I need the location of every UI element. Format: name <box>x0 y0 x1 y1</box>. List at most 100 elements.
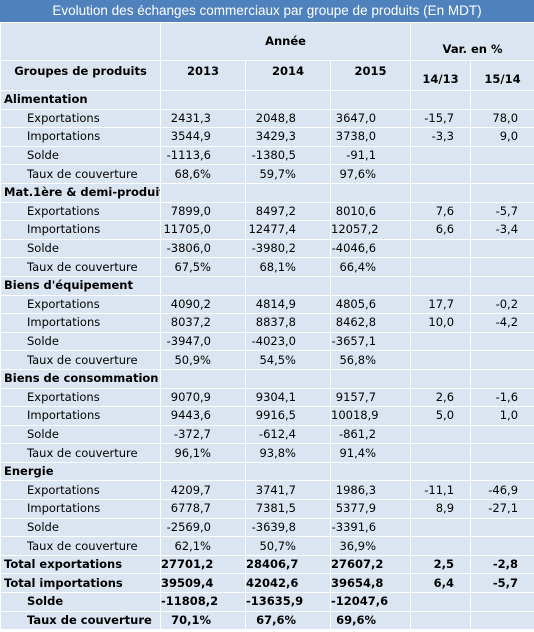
value-cell: -4,2 <box>470 313 534 333</box>
value-cell: -3980,2 <box>245 238 331 259</box>
table-row: Importations 8037,2 8837,8 8462,8 10,0 -4,2 <box>0 313 534 333</box>
value-cell: 50,7% <box>245 536 331 556</box>
table-row: Total exportations 27701,2 28406,7 27607,2 2… <box>0 554 534 575</box>
row-label: Exportations <box>0 201 161 222</box>
empty-cell <box>329 90 412 110</box>
table-row: Exportations 4090,2 4814,9 4805,6 17,7 -0,2 <box>0 294 534 315</box>
table-row: Importations 11705,0 12477,4 12057,2 6,6 -3,4 <box>0 220 534 240</box>
table-row: Total importations 39509,4 42042,6 39654,8 6… <box>0 573 534 594</box>
row-label: Importations <box>0 406 161 426</box>
empty-cell <box>470 443 534 463</box>
value-cell: -5,7 <box>470 201 534 222</box>
trade-table: Année Var. en % Groupes de produits 2013 20… <box>0 22 534 631</box>
table-row: Importations 6778,7 7381,5 5377,9 8,9 -27,1 <box>0 499 534 519</box>
empty-cell <box>470 368 534 389</box>
empty-cell <box>470 331 534 352</box>
empty-cell <box>410 275 472 296</box>
empty-cell <box>245 275 331 296</box>
value-cell: -0,2 <box>470 294 534 315</box>
value-cell: 9916,5 <box>245 406 331 426</box>
group-label: Biens de consommation <box>0 368 161 389</box>
empty-cell <box>160 275 246 296</box>
row-label: Solde <box>0 145 161 166</box>
empty-cell <box>470 424 534 445</box>
empty-cell <box>410 368 472 389</box>
value-cell: 8462,8 <box>329 313 412 333</box>
empty-cell <box>470 275 534 296</box>
value-cell: -2,8 <box>470 554 534 575</box>
value-cell: 62,1% <box>160 536 246 556</box>
value-cell: 9,0 <box>470 127 534 147</box>
empty-cell <box>329 275 412 296</box>
value-cell: 2431,3 <box>160 108 246 129</box>
value-cell: 8,9 <box>410 499 472 519</box>
value-cell: 8037,2 <box>160 313 246 333</box>
value-cell: 4805,6 <box>329 294 412 315</box>
empty-cell <box>245 368 331 389</box>
value-cell: 3738,0 <box>329 127 412 147</box>
row-label: Solde <box>0 424 161 445</box>
value-cell: 97,6% <box>329 164 412 184</box>
value-cell: 70,1% <box>160 610 246 631</box>
value-cell: 67,5% <box>160 257 246 277</box>
row-label: Exportations <box>0 480 161 501</box>
value-cell: 69,6% <box>329 610 412 631</box>
table-row: Importations 9443,6 9916,5 10018,9 5,0 1,0 <box>0 406 534 426</box>
value-cell: 3544,9 <box>160 127 246 147</box>
value-cell: 27701,2 <box>160 554 246 575</box>
value-cell: 12477,4 <box>245 220 331 240</box>
empty-cell <box>160 182 246 203</box>
value-cell: 59,7% <box>245 164 331 184</box>
empty-cell <box>160 90 246 110</box>
value-cell: 10,0 <box>410 313 472 333</box>
empty-cell <box>470 145 534 166</box>
year-header: 2013 <box>160 60 246 91</box>
empty-cell <box>470 592 534 612</box>
empty-cell <box>329 182 412 203</box>
table-row: Importations 3544,9 3429,3 3738,0 -3,3 9,0 <box>0 127 534 147</box>
value-cell: 8837,8 <box>245 313 331 333</box>
value-cell: 8497,2 <box>245 201 331 222</box>
value-cell: -3,3 <box>410 127 472 147</box>
year-group: Année <box>159 22 412 61</box>
row-label: Taux de couverture <box>0 536 161 556</box>
group-row: Biens d'équipement <box>0 275 534 296</box>
empty-cell <box>410 182 472 203</box>
row-label: Importations <box>0 499 161 519</box>
empty-cell <box>410 164 472 184</box>
empty-cell <box>410 145 472 166</box>
value-cell: 68,1% <box>245 257 331 277</box>
value-cell: 39509,4 <box>160 573 246 594</box>
empty-cell <box>329 368 412 389</box>
value-cell: 6778,7 <box>160 499 246 519</box>
empty-cell <box>410 424 472 445</box>
row-label: Total exportations <box>0 554 161 575</box>
row-label: Exportations <box>0 108 161 129</box>
value-cell: 17,7 <box>410 294 472 315</box>
value-cell: -3,4 <box>470 220 534 240</box>
value-cell: -91,1 <box>329 145 412 166</box>
value-cell: 91,4% <box>329 443 412 463</box>
table-row: Taux de couverture 70,1% 67,6% 69,6% <box>0 610 534 631</box>
row-label: Taux de couverture <box>0 610 161 631</box>
table-row: Taux de couverture 50,9% 54,5% 56,8% <box>0 350 534 370</box>
empty-cell <box>329 461 412 482</box>
value-cell: 6,6 <box>410 220 472 240</box>
row-label: Exportations <box>0 387 161 408</box>
row-label: Exportations <box>0 294 161 315</box>
empty-cell <box>410 536 472 556</box>
value-cell: 6,4 <box>410 573 472 594</box>
value-cell: 8010,6 <box>329 201 412 222</box>
empty-cell <box>245 90 331 110</box>
row-label: Importations <box>0 220 161 240</box>
empty-cell <box>160 461 246 482</box>
title: Evolution des échanges commerciaux par g… <box>0 0 534 22</box>
table-row: Solde -11808,2 -13635,9 -12047,6 <box>0 592 534 612</box>
table-row: Exportations 2431,3 2048,8 3647,0 -15,7 78,0 <box>0 108 534 129</box>
group-label: Alimentation <box>0 90 161 110</box>
empty-cell <box>470 257 534 277</box>
value-cell: 7381,5 <box>245 499 331 519</box>
row-label: Importations <box>0 127 161 147</box>
value-cell: 93,8% <box>245 443 331 463</box>
